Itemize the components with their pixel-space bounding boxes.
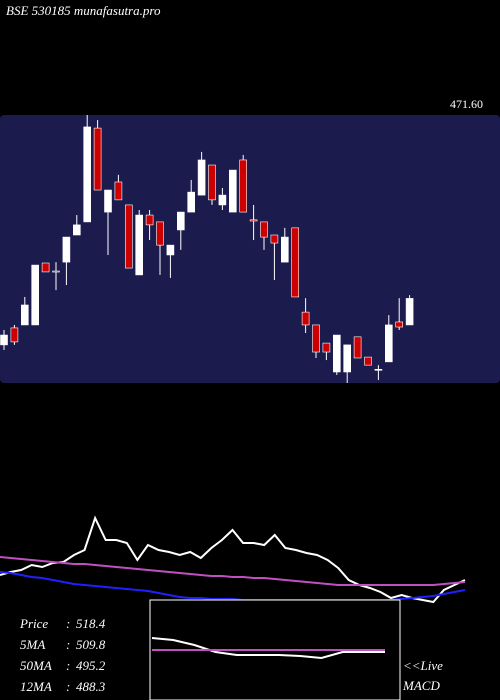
candle-body (229, 169, 237, 213)
candle-body (322, 342, 331, 353)
candle-body (20, 304, 29, 326)
legend-sep: : (66, 616, 70, 631)
candle-body (104, 189, 112, 213)
indicator-line (0, 515, 466, 604)
candle-body (332, 334, 341, 373)
legend-label: 12MA (20, 679, 52, 694)
candle-body (10, 327, 19, 343)
candle-body (93, 127, 102, 191)
candle-body (239, 159, 247, 213)
candle-body (249, 219, 258, 222)
legend-label: 50MA (20, 658, 52, 673)
candle-body (395, 321, 404, 328)
candle-body (73, 224, 81, 236)
candle-body (384, 324, 393, 363)
title: BSE 530185 munafasutra.pro (6, 3, 161, 18)
legend-label: Price (19, 616, 48, 631)
candle-body (270, 234, 279, 244)
legend-value: 495.2 (76, 658, 106, 673)
candle-body (166, 244, 175, 256)
candle-body (364, 356, 372, 366)
candle-body (135, 214, 143, 276)
candle-body (197, 159, 206, 196)
candle-body (31, 264, 40, 326)
candle-body (301, 311, 310, 326)
candle-body (83, 126, 91, 223)
candle-body (41, 262, 50, 273)
legend-value: 518.4 (76, 616, 106, 631)
legend-label: 5MA (20, 637, 45, 652)
candle-body (145, 214, 154, 226)
candle-body (353, 336, 362, 359)
indicator-line (151, 637, 385, 660)
candle-body (187, 191, 195, 213)
candle-body (52, 270, 60, 273)
candle-body (405, 298, 414, 326)
candle-body (125, 204, 133, 269)
live-label: <<Live (403, 658, 443, 673)
legend-sep: : (66, 658, 70, 673)
candle-body (208, 164, 216, 201)
candle-body (260, 221, 268, 238)
candle-body (291, 227, 300, 298)
candle-body (0, 334, 8, 346)
legend-value: 488.3 (76, 679, 106, 694)
legend-sep: : (66, 637, 70, 652)
legend-sep: : (66, 679, 70, 694)
candle-body (218, 194, 227, 206)
candle-body (156, 221, 164, 246)
candle-body (62, 236, 71, 263)
price-tag: 471.60 (450, 97, 483, 111)
candle-body (312, 324, 320, 353)
legend-value: 509.8 (76, 637, 106, 652)
candle-body (343, 344, 352, 373)
candle-body (114, 181, 123, 201)
price-panel (0, 115, 500, 383)
candle-body (177, 211, 185, 231)
candle-body (280, 236, 289, 263)
candle-body (374, 369, 383, 371)
macd-label: MACD (402, 678, 440, 693)
indicator-line (0, 556, 466, 586)
